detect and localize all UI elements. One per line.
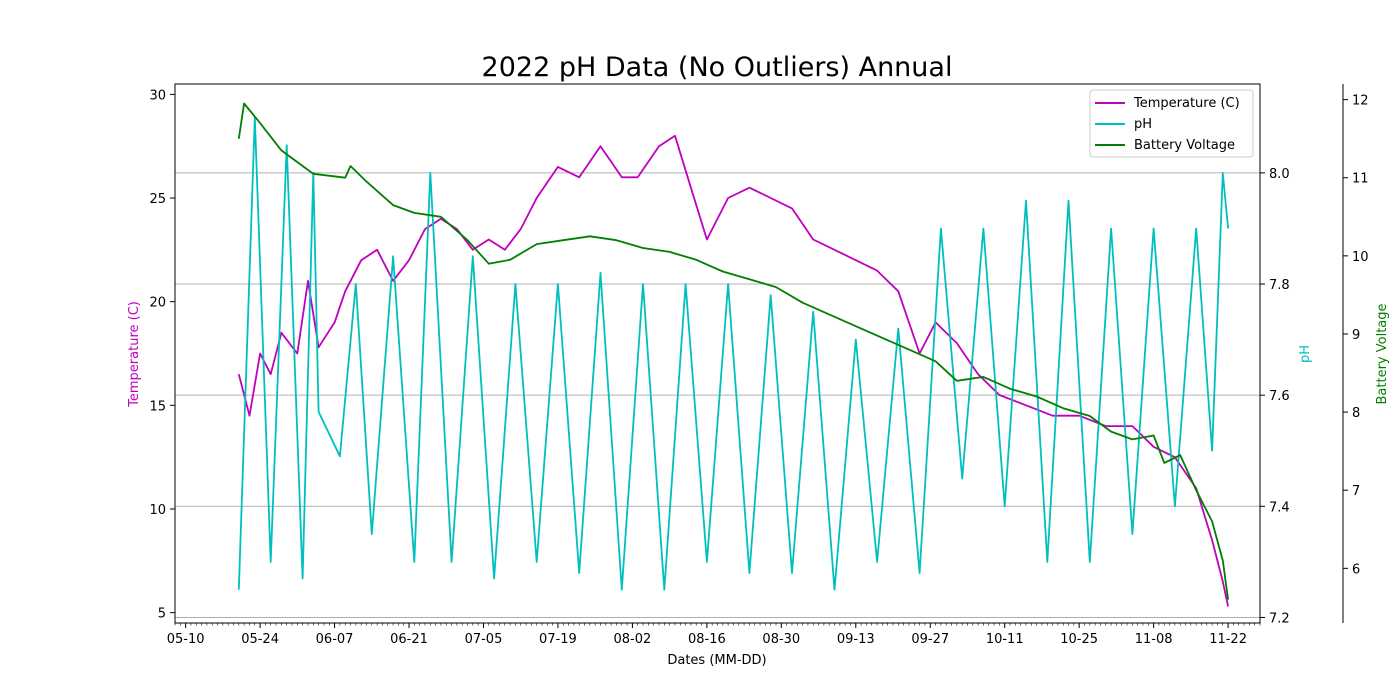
y-axis-right2-title: Battery Voltage xyxy=(1375,303,1390,404)
x-tick-label: 07-05 xyxy=(465,632,503,647)
y-right2-tick-label: 7 xyxy=(1352,484,1360,499)
y-right-tick-label: 7.4 xyxy=(1269,500,1290,515)
grid-lines xyxy=(175,172,1260,618)
y-right2-tick-label: 8 xyxy=(1352,406,1360,421)
x-tick-label: 06-21 xyxy=(390,632,428,647)
y-left-tick-label: 25 xyxy=(149,192,166,207)
x-tick-label: 06-07 xyxy=(316,632,354,647)
x-tick-label: 09-27 xyxy=(911,632,949,647)
legend: Temperature (C) pH Battery Voltage xyxy=(1089,89,1254,158)
x-tick-label: 05-24 xyxy=(241,632,279,647)
series-lines xyxy=(237,102,1229,607)
legend-label-temperature: Temperature (C) xyxy=(1133,96,1240,111)
y-left-tick-label: 20 xyxy=(149,296,166,311)
legend-box xyxy=(1089,89,1254,158)
x-tick-label: 08-30 xyxy=(762,632,800,647)
y-axis-right-title: pH xyxy=(1298,345,1313,363)
axes: 05-10 05-24 06-07 06-21 07-05 07-19 08-02 08-16… xyxy=(149,83,1369,647)
y-left-tick-label: 30 xyxy=(149,88,166,103)
y-left-tick-label: 5 xyxy=(158,607,166,622)
y-left-tick-label: 15 xyxy=(149,399,166,414)
x-tick-label: 05-10 xyxy=(167,632,205,647)
x-tick-label: 10-11 xyxy=(986,632,1024,647)
x-tick-label: 07-19 xyxy=(539,632,577,647)
series-line-0 xyxy=(237,134,1229,607)
y-right2-tick-label: 9 xyxy=(1352,328,1360,343)
legend-label-battery: Battery Voltage xyxy=(1134,138,1235,153)
series-line-2 xyxy=(237,102,1229,600)
chart-title: 2022 pH Data (No Outliers) Annual xyxy=(482,52,953,83)
y-left-tick-label: 10 xyxy=(149,503,166,518)
y-right2-tick-label: 10 xyxy=(1352,250,1369,265)
y-right-tick-label: 7.2 xyxy=(1269,611,1290,626)
x-tick-label: 08-16 xyxy=(688,632,726,647)
legend-label-ph: pH xyxy=(1134,117,1152,132)
y-right-tick-label: 7.6 xyxy=(1269,389,1290,404)
x-axis-title: Dates (MM-DD) xyxy=(667,653,766,668)
x-tick-label: 11-22 xyxy=(1209,632,1247,647)
plot-frame xyxy=(174,83,1261,624)
y-axis-left-title: Temperature (C) xyxy=(127,301,142,408)
y-right-tick-label: 7.8 xyxy=(1269,278,1290,293)
x-tick-label: 08-02 xyxy=(614,632,652,647)
y-right2-tick-label: 11 xyxy=(1352,172,1369,187)
x-tick-label: 10-25 xyxy=(1060,632,1098,647)
x-tick-label: 09-13 xyxy=(837,632,875,647)
y-right2-tick-label: 12 xyxy=(1352,94,1369,109)
y-right-tick-label: 8.0 xyxy=(1269,167,1290,182)
series-line-1 xyxy=(237,116,1229,591)
y-right2-tick-label: 6 xyxy=(1352,562,1360,577)
x-tick-label: 11-08 xyxy=(1135,632,1173,647)
